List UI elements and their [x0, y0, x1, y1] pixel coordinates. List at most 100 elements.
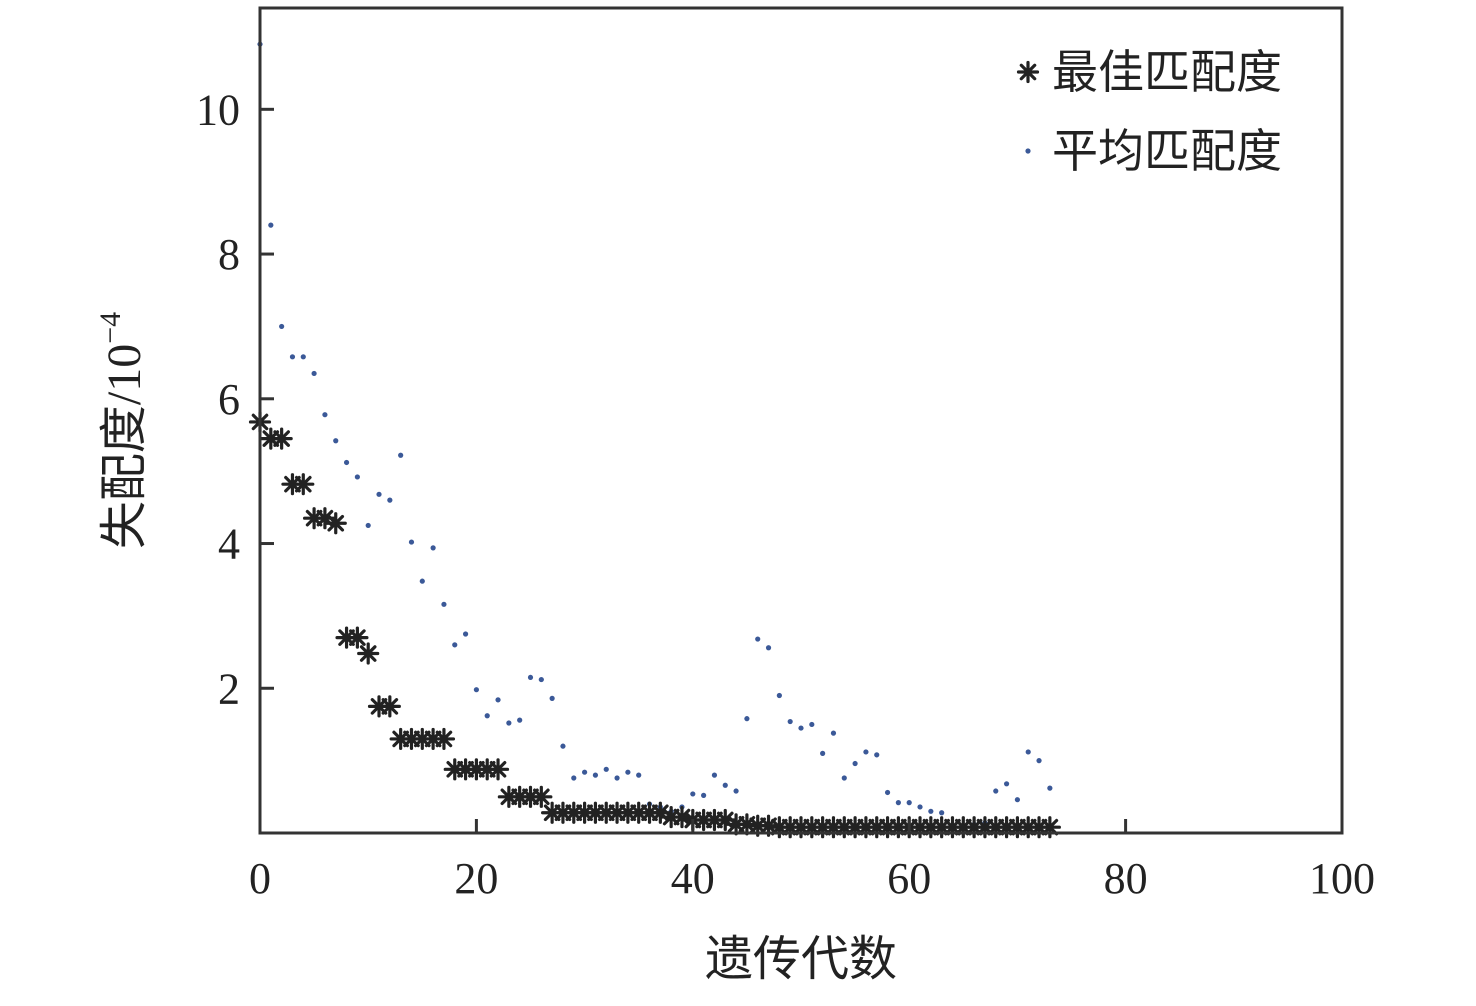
average-fit-point: [506, 720, 512, 726]
best-fit-point: [378, 695, 401, 718]
legend-label-best-fit: 最佳匹配度: [1052, 47, 1282, 98]
average-fit-point: [874, 752, 880, 758]
average-fit-point: [462, 631, 469, 637]
best-fit-point: [324, 512, 347, 535]
average-fit-point: [636, 772, 642, 778]
legend-asterisk: [1016, 60, 1040, 84]
average-fit-point: [549, 695, 555, 701]
average-fit-point: [722, 782, 728, 788]
axis-ticks: 0 20 40 60 80 100 2 4 6 8 10: [196, 85, 1375, 903]
legend-marker-best-fit: [1016, 60, 1040, 84]
average-fit-point: [625, 769, 631, 775]
best-fit-point: [530, 785, 553, 808]
average-fit-point: [993, 788, 999, 794]
average-fit-point: [776, 692, 782, 699]
average-fit-point: [603, 766, 609, 772]
average-fit-point: [852, 760, 858, 767]
average-fit-point: [268, 222, 274, 228]
plot-marks: [248, 41, 1061, 839]
best-fit-point: [270, 427, 293, 450]
x-tick-label: 100: [1309, 854, 1375, 903]
average-fit-point: [863, 749, 869, 755]
average-fit-point: [928, 808, 934, 814]
x-axis-title: 遗传代数: [705, 933, 897, 986]
y-tick-label: 2: [218, 664, 240, 713]
best-fit-point: [432, 727, 456, 751]
average-fit-point: [495, 697, 501, 703]
y-tick-label: 8: [218, 230, 240, 279]
average-fit-point: [1036, 758, 1042, 764]
average-fit-point: [387, 497, 393, 503]
average-fit-point: [419, 578, 425, 584]
average-fit-point: [408, 539, 415, 545]
average-fit-point: [592, 772, 599, 778]
average-fit-point: [300, 354, 306, 360]
x-tick-label: 40: [671, 854, 715, 903]
average-fit-point: [289, 354, 296, 360]
average-fit-point: [322, 412, 328, 418]
average-fit-point: [841, 775, 847, 781]
average-fit-point: [917, 804, 923, 810]
average-fit-point: [1047, 785, 1053, 791]
average-fit-point: [711, 772, 718, 778]
average-fit-point: [1003, 781, 1010, 787]
y-axis-title: 失配度/10−4: [94, 312, 151, 549]
average-fit-point: [809, 721, 815, 728]
average-fit-point: [527, 674, 534, 681]
average-fit-point: [571, 775, 577, 781]
average-fit-point: [701, 792, 707, 798]
y-axis-title-exponent: −4: [94, 312, 127, 344]
average-fit-point: [376, 491, 382, 497]
average-fit-point: [787, 718, 793, 725]
average-fit-point: [755, 636, 761, 642]
average-fit-point: [939, 810, 945, 816]
legend-dot: [1025, 148, 1031, 154]
plot-frame: [258, 6, 1344, 835]
average-fit-point: [311, 370, 317, 377]
best-fit-point: [357, 642, 380, 665]
best-fit-point: [486, 758, 510, 781]
legend-label-average-fit: 平均匹配度: [1052, 126, 1282, 177]
average-fit-point: [333, 438, 339, 444]
legend: 最佳匹配度 平均匹配度: [1016, 47, 1282, 177]
average-fit-point: [343, 459, 350, 466]
average-fit-point: [798, 725, 804, 731]
x-tick-label: 80: [1104, 854, 1148, 903]
average-fit-point: [906, 800, 912, 806]
average-fit-point: [398, 452, 404, 458]
average-fit-point: [614, 775, 620, 781]
best-fit-point: [346, 626, 369, 649]
average-fit-point: [441, 601, 447, 607]
average-fit-point: [733, 788, 739, 794]
average-fit-point: [744, 716, 750, 722]
best-fit-point: [292, 473, 315, 496]
average-fit-point: [365, 522, 371, 529]
x-tick-label: 60: [887, 854, 931, 903]
average-fit-point: [430, 545, 436, 551]
average-fit-point: [765, 645, 772, 651]
average-fit-point: [690, 791, 696, 797]
average-fit-point: [582, 769, 588, 775]
y-tick-label: 6: [218, 375, 240, 424]
average-fit-point: [830, 730, 837, 736]
average-fit-point: [452, 642, 458, 648]
x-tick-label: 0: [249, 854, 271, 903]
average-fit-point: [354, 474, 360, 480]
average-fit-point: [560, 743, 566, 749]
average-fit-point: [517, 717, 523, 723]
legend-marker-average-fit: [1025, 148, 1031, 154]
average-fit-point: [884, 789, 891, 796]
average-fit-point: [1014, 797, 1021, 803]
y-axis-title-main: 失配度/10: [98, 344, 151, 549]
average-fit-point: [820, 750, 826, 756]
average-fit-point: [484, 713, 490, 719]
average-fit-point: [1025, 749, 1031, 755]
x-tick-label: 20: [454, 854, 498, 903]
y-tick-label: 4: [218, 520, 240, 569]
average-fit-point: [895, 800, 901, 806]
average-fit-point: [279, 323, 285, 330]
average-fit-point: [473, 687, 479, 693]
average-fit-point: [538, 676, 544, 683]
